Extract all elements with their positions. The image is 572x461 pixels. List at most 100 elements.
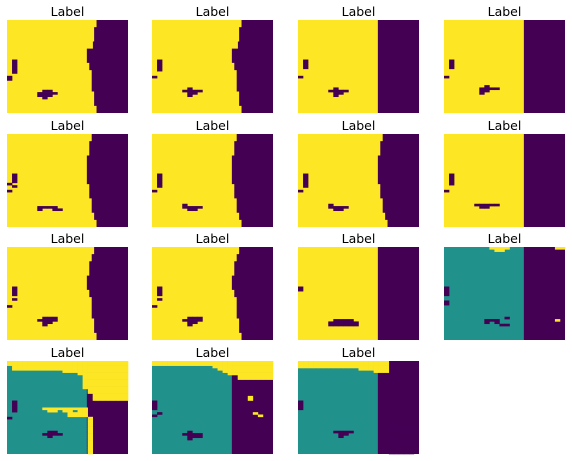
label-cell xyxy=(358,365,364,369)
label-cell xyxy=(398,435,405,439)
label-cell xyxy=(102,386,109,390)
label-cell xyxy=(47,365,53,369)
label-cell xyxy=(67,370,73,373)
label-cell xyxy=(12,175,18,179)
label-cell xyxy=(212,363,218,366)
label-cell xyxy=(368,363,374,366)
label-cell xyxy=(494,319,500,322)
label-cell xyxy=(237,363,244,366)
label-cell xyxy=(42,323,48,327)
label-cell xyxy=(262,374,269,378)
label-cell xyxy=(187,435,193,439)
label-cell xyxy=(222,361,228,364)
label-cell xyxy=(97,367,104,371)
label-cell xyxy=(157,293,163,297)
label-cell xyxy=(177,361,183,364)
panel-14: Label xyxy=(152,345,274,454)
label-cell xyxy=(217,367,223,371)
label-cell xyxy=(112,370,119,373)
label-cell xyxy=(353,361,359,364)
label-cell xyxy=(122,370,129,373)
label-cell xyxy=(47,206,53,209)
label-cell xyxy=(152,189,158,193)
label-cell xyxy=(92,386,99,390)
label-cell xyxy=(122,363,129,366)
label-cell xyxy=(484,85,490,88)
label-cell xyxy=(172,361,178,364)
label-cell xyxy=(197,435,203,439)
label-cell xyxy=(484,89,490,93)
label-cell xyxy=(267,361,274,364)
label-cell xyxy=(167,363,173,366)
label-cell xyxy=(494,247,500,250)
label-cell xyxy=(92,363,99,366)
label-cell xyxy=(449,180,455,184)
label-cell xyxy=(97,381,104,385)
label-cell xyxy=(87,449,94,452)
label-cell xyxy=(398,444,405,448)
label-cell xyxy=(152,414,158,418)
label-cell xyxy=(82,384,88,387)
label-cell xyxy=(378,367,385,371)
label-cell xyxy=(388,437,395,441)
label-cell xyxy=(192,92,198,95)
label-cell xyxy=(343,321,349,325)
label-cell xyxy=(257,365,264,369)
label-cell xyxy=(262,367,269,371)
label-cell xyxy=(398,428,405,432)
label-cell xyxy=(87,374,94,378)
label-cell xyxy=(388,442,395,446)
label-cell xyxy=(313,365,319,369)
purple-label-region xyxy=(231,134,273,227)
label-cell xyxy=(152,361,158,364)
label-cell xyxy=(167,361,173,364)
label-cell xyxy=(122,374,129,378)
label-cell xyxy=(27,361,33,364)
label-cell xyxy=(403,451,410,455)
label-cell xyxy=(27,363,33,366)
label-cell xyxy=(82,374,88,378)
label-cell xyxy=(157,291,163,294)
label-cell xyxy=(87,379,94,383)
label-cell xyxy=(363,367,369,371)
label-cell xyxy=(107,372,114,376)
label-cell xyxy=(247,367,254,371)
label-cell xyxy=(388,426,395,429)
label-cell xyxy=(267,367,274,371)
label-cell xyxy=(97,374,104,378)
label-cell xyxy=(122,367,129,371)
purple-label-region xyxy=(231,20,273,113)
panel-title: Label xyxy=(342,4,376,19)
label-cell xyxy=(87,416,94,420)
label-cell xyxy=(12,173,18,177)
label-cell xyxy=(559,247,566,250)
label-cell xyxy=(92,367,99,371)
label-cell xyxy=(323,361,329,364)
label-cell xyxy=(47,361,53,364)
label-cell xyxy=(87,421,94,425)
label-cell xyxy=(388,433,395,436)
label-cell xyxy=(82,414,88,418)
label-cell xyxy=(388,451,395,455)
label-cell xyxy=(237,374,244,378)
label-cell xyxy=(112,363,119,366)
label-cell xyxy=(323,365,329,369)
label-cell xyxy=(529,312,536,315)
label-cell xyxy=(42,96,48,100)
label-cell xyxy=(197,319,203,322)
label-cell xyxy=(97,361,104,364)
label-cell xyxy=(338,89,344,93)
label-cell xyxy=(157,64,163,67)
label-cell xyxy=(77,363,83,366)
label-cell xyxy=(242,374,249,378)
label-cell xyxy=(192,89,198,93)
label-cell xyxy=(72,365,78,369)
label-cell xyxy=(117,367,124,371)
label-cell xyxy=(187,319,193,322)
label-cell xyxy=(12,66,18,70)
label-cell xyxy=(87,365,94,369)
label-cell xyxy=(52,319,58,322)
label-cell xyxy=(328,89,334,93)
panel-title: Label xyxy=(488,4,522,19)
label-cell xyxy=(192,206,198,209)
